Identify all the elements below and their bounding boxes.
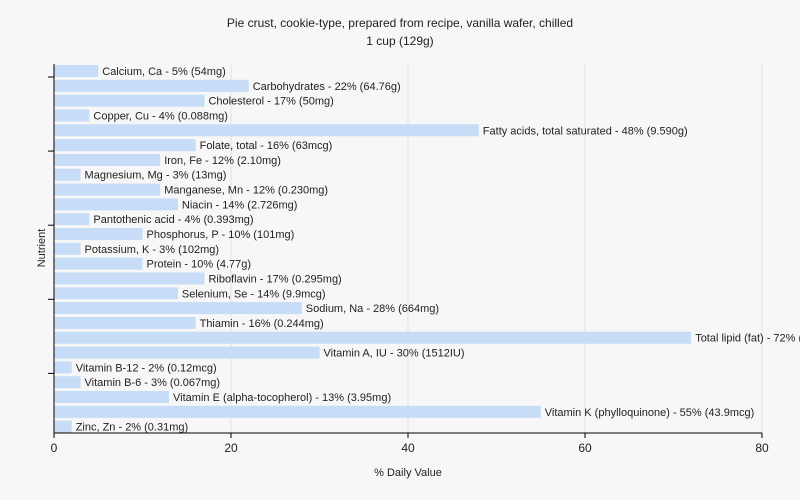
bar xyxy=(54,346,320,359)
bar xyxy=(54,79,249,92)
bar xyxy=(54,272,205,285)
bar-label: Carbohydrates - 22% (64.76g) xyxy=(253,81,401,93)
bar xyxy=(54,183,161,196)
bar-label: Niacin - 14% (2.726mg) xyxy=(182,199,298,211)
bar-label: Vitamin B-12 - 2% (0.12mcg) xyxy=(76,362,217,374)
y-axis-label: Nutrient xyxy=(36,229,48,268)
bar xyxy=(54,153,161,166)
bar xyxy=(54,124,479,137)
bar xyxy=(54,198,178,211)
bar-label: Thiamin - 16% (0.244mg) xyxy=(200,318,324,330)
bar-label: Selenium, Se - 14% (9.9mcg) xyxy=(182,288,326,300)
bar xyxy=(54,331,692,344)
bar xyxy=(54,420,72,433)
bar-label: Iron, Fe - 12% (2.10mg) xyxy=(164,155,281,167)
chart-subtitle: 1 cup (129g) xyxy=(366,34,433,48)
bar xyxy=(54,94,205,107)
bar-label: Copper, Cu - 4% (0.088mg) xyxy=(93,110,228,122)
x-tick-label: 80 xyxy=(755,441,769,455)
bar-label: Vitamin B-6 - 3% (0.067mg) xyxy=(85,377,221,389)
x-tick-label: 0 xyxy=(51,441,58,455)
bar xyxy=(54,228,143,241)
bar-label: Magnesium, Mg - 3% (13mg) xyxy=(85,170,227,182)
bar-label: Potassium, K - 3% (102mg) xyxy=(85,244,220,256)
bar xyxy=(54,168,81,181)
axes: 0 20 40 60 80 xyxy=(48,64,769,455)
bar-label: Protein - 10% (4.77g) xyxy=(147,259,252,271)
bar-label: Zinc, Zn - 2% (0.31mg) xyxy=(76,422,188,434)
bar xyxy=(54,213,90,226)
bar xyxy=(54,257,143,270)
bar-label: Folate, total - 16% (63mcg) xyxy=(200,140,333,152)
bar-label: Cholesterol - 17% (50mg) xyxy=(208,96,333,108)
bar xyxy=(54,242,81,255)
bar-label: Sodium, Na - 28% (664mg) xyxy=(306,303,439,315)
chart-title: Pie crust, cookie-type, prepared from re… xyxy=(227,16,573,30)
bar xyxy=(54,316,196,329)
x-tick-label: 60 xyxy=(578,441,592,455)
x-tick-label: 20 xyxy=(224,441,238,455)
bar-label: Vitamin E (alpha-tocopherol) - 13% (3.95… xyxy=(173,392,391,404)
bar xyxy=(54,376,81,389)
bar xyxy=(54,391,170,404)
bar-label: Vitamin K (phylloquinone) - 55% (43.9mcg… xyxy=(545,407,755,419)
bar-label: Riboflavin - 17% (0.295mg) xyxy=(208,273,341,285)
bar xyxy=(54,405,541,418)
bar-label: Vitamin A, IU - 30% (1512IU) xyxy=(324,348,465,360)
bar xyxy=(54,287,178,300)
x-tick-label: 40 xyxy=(401,441,415,455)
bar xyxy=(54,302,302,315)
bar-label: Total lipid (fat) - 72% (46.70g) xyxy=(695,333,800,345)
bar-label: Calcium, Ca - 5% (54mg) xyxy=(102,66,225,78)
x-axis-label: % Daily Value xyxy=(374,467,442,479)
bar-label: Phosphorus, P - 10% (101mg) xyxy=(147,229,295,241)
bar xyxy=(54,139,196,152)
bar xyxy=(54,361,72,374)
bar-label: Manganese, Mn - 12% (0.230mg) xyxy=(164,185,328,197)
bar-label: Pantothenic acid - 4% (0.393mg) xyxy=(93,214,253,226)
bar-label: Fatty acids, total saturated - 48% (9.59… xyxy=(483,125,688,137)
bar xyxy=(54,65,99,77)
bar xyxy=(54,109,90,122)
bars: Calcium, Ca - 5% (54mg) Carbohydrates - 2… xyxy=(54,65,800,434)
